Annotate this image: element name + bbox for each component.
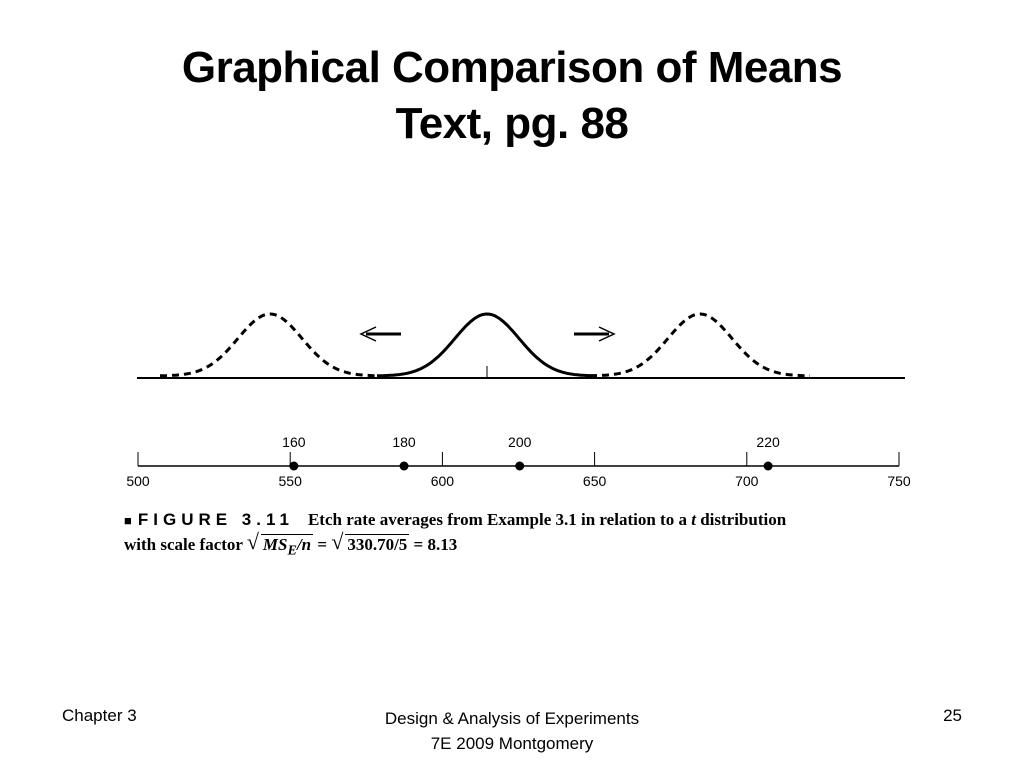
axis-tick-label: 550 [279, 473, 303, 489]
left-shifted-curve [160, 312, 380, 378]
axis-tick-label: 500 [126, 473, 150, 489]
footer-book-line2: 7E 2009 Montgomery [430, 734, 594, 753]
mean-point-label: 180 [392, 434, 416, 450]
axis-tick-label: 700 [735, 473, 759, 489]
axis-tick-label: 750 [887, 473, 911, 489]
mean-point [515, 461, 525, 471]
caption-text-2: distribution [695, 510, 787, 529]
caption-eq1: = [313, 535, 332, 554]
mean-point [763, 461, 773, 471]
mean-point [399, 461, 409, 471]
footer-chapter: Chapter 3 [62, 706, 137, 725]
figure-caption: ■ FIGURE 3.11 Etch rate averages from Exam… [124, 508, 924, 562]
caption-square-icon: ■ [124, 513, 132, 528]
caption-sqrt-value: 330.70/5 [345, 534, 410, 554]
axis-tick-label: 650 [583, 473, 607, 489]
sqrt-mse-n: MSE/n [247, 530, 314, 562]
slide-title-line1: Graphical Comparison of Means [181, 43, 843, 92]
caption-line2: with scale factor MSE/n = 330.70/5 = 8.1… [124, 530, 924, 562]
caption-ms: MS [262, 535, 288, 554]
caption-text-1: Etch rate averages from Example 3.1 in r… [307, 510, 692, 529]
caption-prefix: with scale factor [124, 535, 247, 554]
footer-book-line1: Design & Analysis of Experiments [384, 709, 640, 728]
figure-label: FIGURE 3.11 [137, 510, 294, 529]
caption-eq2: = 8.13 [409, 535, 458, 554]
caption-ms-sub: E [287, 542, 297, 559]
right-arrow-head-icon [598, 326, 616, 342]
slide-title: Graphical Comparison of Means Text, pg. … [0, 40, 1024, 152]
caption-slash-n: /n [296, 535, 312, 554]
sqrt-value: 330.70/5 [331, 530, 410, 557]
axis-tick-label: 600 [431, 473, 455, 489]
footer-page-number: 25 [943, 706, 962, 725]
footer-book: Design & Analysis of Experiments 7E 2009… [312, 706, 712, 756]
t-distribution-figure: 500 550 600 650 700 750 160 180 200 220 [126, 312, 911, 489]
shift-arrows [359, 326, 616, 342]
mean-point-label: 200 [508, 434, 532, 450]
slide-title-line2: Text, pg. 88 [395, 99, 629, 148]
center-curve [377, 312, 597, 378]
caption-line1: ■ FIGURE 3.11 Etch rate averages from Exam… [124, 508, 924, 533]
right-shifted-curve [590, 312, 810, 378]
mean-point-label: 220 [756, 434, 780, 450]
mean-point-label: 160 [282, 434, 306, 450]
etch-rate-axis: 500 550 600 650 700 750 160 180 200 220 [126, 434, 911, 489]
distribution-curves [160, 312, 810, 378]
left-arrow-head-icon [359, 326, 377, 342]
caption-t: t [691, 510, 696, 529]
mean-point [289, 461, 299, 471]
